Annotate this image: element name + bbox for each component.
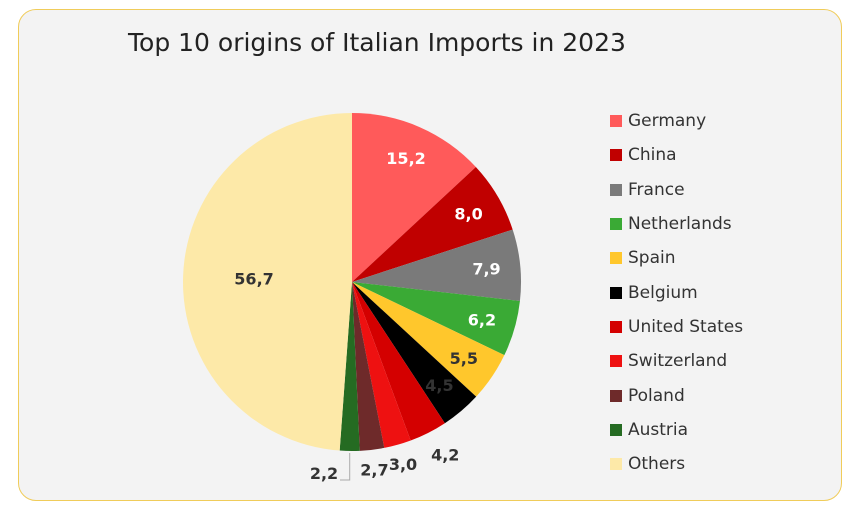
legend-label: Belgium (628, 282, 698, 303)
legend-item: Spain (610, 241, 743, 275)
legend-label: United States (628, 316, 744, 337)
legend-swatch (610, 218, 622, 231)
pie-slice-poland (352, 282, 385, 451)
legend-swatch (610, 320, 622, 333)
pie-slice-others (182, 113, 352, 451)
legend-label: Spain (628, 248, 676, 269)
legend-item: China (610, 138, 743, 172)
data-label-germany: 15,2 (386, 149, 425, 168)
legend-swatch (610, 183, 622, 196)
legend-item: Netherlands (610, 207, 743, 241)
data-label-netherlands: 6,2 (468, 310, 496, 329)
legend-swatch (610, 252, 622, 265)
pie-slice-netherlands (352, 282, 520, 356)
data-label-austria: 2,2 (310, 464, 338, 483)
pie-slice-france (352, 229, 521, 301)
pie-slice-germany (352, 113, 476, 282)
data-label-poland: 2,7 (360, 461, 388, 480)
legend-label: Germany (628, 111, 707, 132)
data-label-others: 56,7 (234, 269, 273, 288)
legend-swatch (610, 115, 622, 128)
legend-item: Switzerland (610, 344, 743, 378)
data-label-belgium: 4,5 (425, 376, 453, 395)
legend-swatch (610, 149, 622, 162)
data-label-united-states: 4,2 (431, 446, 459, 465)
chart-title: Top 10 origins of Italian Imports in 202… (128, 28, 626, 57)
legend-swatch (610, 423, 622, 436)
pie-slice-spain (352, 282, 505, 397)
pie-slice-switzerland (352, 282, 411, 448)
leader-line-austria (340, 452, 351, 481)
legend: Germany China France Netherlands Spain Belgiu… (610, 104, 743, 481)
pie-slice-austria (339, 282, 360, 452)
legend-item: Belgium (610, 275, 743, 309)
legend-label: China (628, 145, 677, 166)
legend-item: Austria (610, 413, 743, 447)
legend-swatch (610, 355, 622, 368)
legend-item: United States (610, 310, 743, 344)
legend-item: France (610, 173, 743, 207)
legend-item: Germany (610, 104, 743, 138)
legend-swatch (610, 389, 622, 402)
data-label-china: 8,0 (454, 204, 482, 223)
legend-label: Switzerland (628, 351, 728, 372)
legend-swatch (610, 286, 622, 299)
legend-label: Others (628, 454, 686, 475)
pie-slice-belgium (352, 282, 477, 424)
data-label-switzerland: 3,0 (389, 455, 417, 474)
pie-slice-china (352, 167, 513, 282)
data-label-spain: 5,5 (450, 349, 478, 368)
legend-label: Austria (628, 419, 689, 440)
legend-label: France (628, 179, 685, 200)
legend-label: Poland (628, 385, 685, 406)
pie-slice-united-states (352, 282, 445, 441)
legend-item: Poland (610, 378, 743, 412)
legend-label: Netherlands (628, 214, 732, 235)
data-label-france: 7,9 (472, 259, 500, 278)
legend-swatch (610, 458, 622, 471)
legend-item: Others (610, 447, 743, 481)
